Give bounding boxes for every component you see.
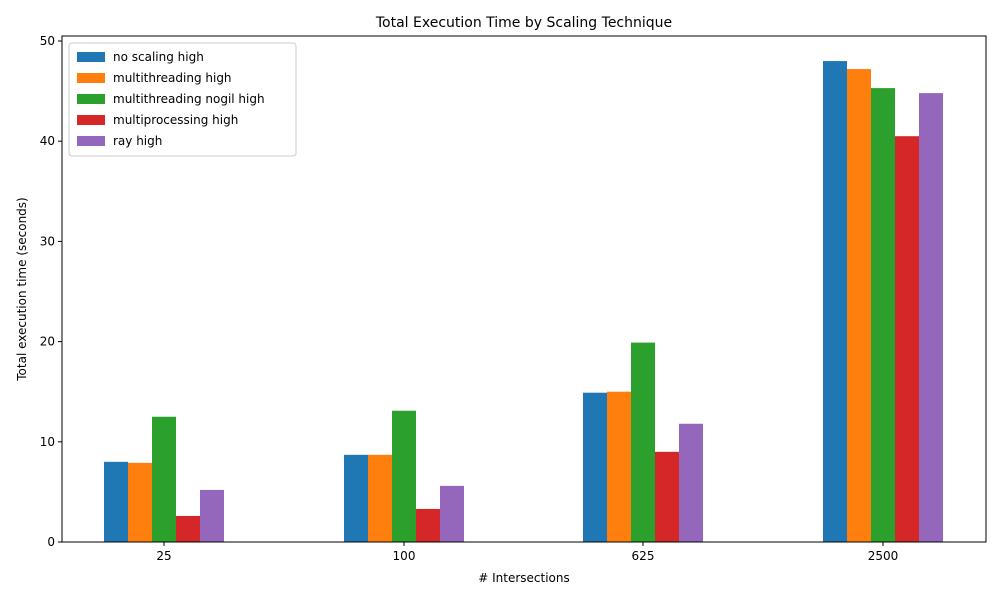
legend-box — [68, 42, 297, 157]
y-tick-label: 0 — [47, 535, 55, 549]
legend-label: multiprocessing high — [113, 113, 238, 127]
bar-4-2 — [679, 423, 703, 542]
bar-3-1 — [416, 508, 440, 542]
legend-swatch — [77, 115, 105, 125]
legend-swatch — [77, 94, 105, 104]
bar-1-1 — [368, 454, 392, 542]
bars-layer — [104, 61, 943, 543]
y-axis-label: Total execution time (seconds) — [15, 197, 29, 381]
y-tick-label: 30 — [40, 234, 55, 248]
legend: no scaling high multithreading high multit… — [68, 42, 297, 157]
legend-swatch — [77, 73, 105, 83]
bar-1-3 — [847, 69, 871, 543]
y-tick-label: 20 — [40, 335, 55, 349]
bar-4-1 — [440, 485, 464, 542]
bar-0-2 — [583, 392, 607, 542]
x-tick-label: 25 — [156, 549, 171, 563]
bar-3-0 — [176, 515, 200, 542]
bar-2-0 — [152, 416, 176, 542]
legend-swatch — [77, 52, 105, 62]
legend-label: multithreading nogil high — [113, 92, 265, 106]
bar-3-3 — [895, 136, 919, 543]
legend-label: no scaling high — [113, 50, 204, 64]
legend-label: ray high — [113, 134, 162, 148]
plot-frame — [61, 35, 987, 543]
x-axis: 25 100 625 2500 — [156, 542, 898, 563]
x-axis-label: # Intersections — [478, 571, 570, 585]
y-axis: 0 10 20 30 40 50 — [40, 34, 62, 549]
chart-title: Total Execution Time by Scaling Techniqu… — [375, 15, 672, 31]
bar-2-2 — [631, 342, 655, 542]
bar-0-3 — [823, 61, 847, 543]
bar-0-0 — [104, 461, 128, 542]
x-tick-label: 625 — [632, 549, 655, 563]
x-tick-label: 2500 — [868, 549, 899, 563]
bar-0-1 — [344, 454, 368, 542]
x-tick-label: 100 — [393, 549, 416, 563]
bar-4-3 — [919, 93, 943, 543]
legend-label: multithreading high — [113, 71, 232, 85]
bar-1-2 — [607, 391, 631, 542]
bar-4-0 — [200, 489, 224, 542]
y-tick-label: 50 — [40, 34, 55, 48]
bar-1-0 — [128, 462, 152, 542]
bar-3-2 — [655, 451, 679, 542]
y-tick-label: 40 — [40, 134, 55, 148]
legend-swatch — [77, 136, 105, 146]
bar-2-1 — [392, 410, 416, 542]
bar-2-3 — [871, 88, 895, 543]
y-tick-label: 10 — [40, 435, 55, 449]
